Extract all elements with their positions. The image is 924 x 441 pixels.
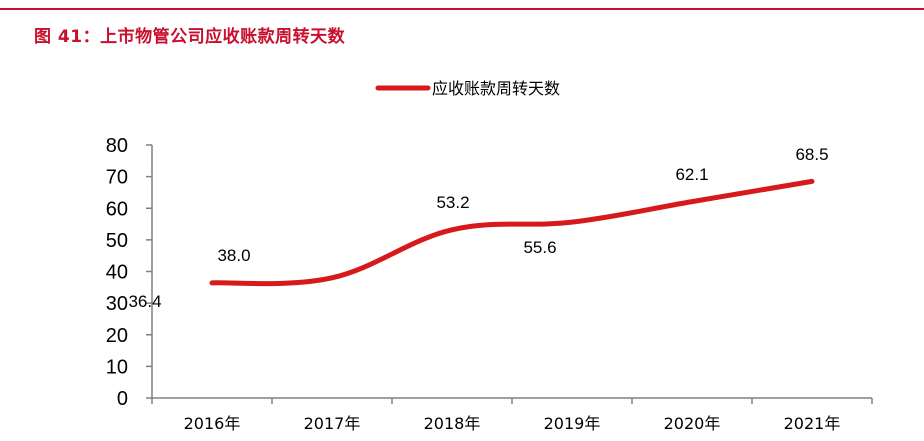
- x-tick-label: 2020年: [664, 414, 721, 433]
- y-tick-label: 60: [106, 198, 128, 220]
- y-axis-ticks: 0 10 20 30 40 50 60 70 80: [106, 135, 152, 410]
- title-rule: [0, 8, 924, 10]
- x-tick-label: 2019年: [544, 414, 601, 433]
- data-label: 68.5: [795, 145, 828, 164]
- y-tick-label: 20: [106, 325, 128, 347]
- y-tick-label: 80: [106, 135, 128, 157]
- y-tick-label: 40: [106, 262, 128, 284]
- data-label: 36.4: [128, 292, 161, 311]
- data-label: 55.6: [523, 238, 556, 257]
- y-tick-label: 10: [106, 356, 128, 378]
- legend-label: 应收账款周转天数: [432, 79, 560, 98]
- x-tick-label: 2017年: [304, 414, 361, 433]
- x-tick-label: 2016年: [184, 414, 241, 433]
- legend: 应收账款周转天数: [375, 79, 560, 98]
- data-label: 53.2: [436, 193, 469, 212]
- data-labels: 36.4 38.0 53.2 55.6 62.1 68.5: [128, 145, 828, 311]
- y-tick-label: 70: [106, 167, 128, 189]
- data-label: 38.0: [217, 246, 250, 265]
- figure-title: 图 41：上市物管公司应收账款周转天数: [34, 27, 346, 47]
- axes: [151, 145, 872, 399]
- series-line: [209, 178, 815, 287]
- x-tick-label: 2018年: [424, 414, 481, 433]
- data-label: 62.1: [675, 165, 708, 184]
- x-axis-ticks: 2016年 2017年 2018年 2019年 2020年 2021年: [151, 398, 873, 433]
- y-tick-label: 50: [106, 230, 128, 252]
- x-tick-label: 2021年: [784, 414, 841, 433]
- y-tick-label: 0: [117, 388, 128, 410]
- y-tick-label: 30: [106, 293, 128, 315]
